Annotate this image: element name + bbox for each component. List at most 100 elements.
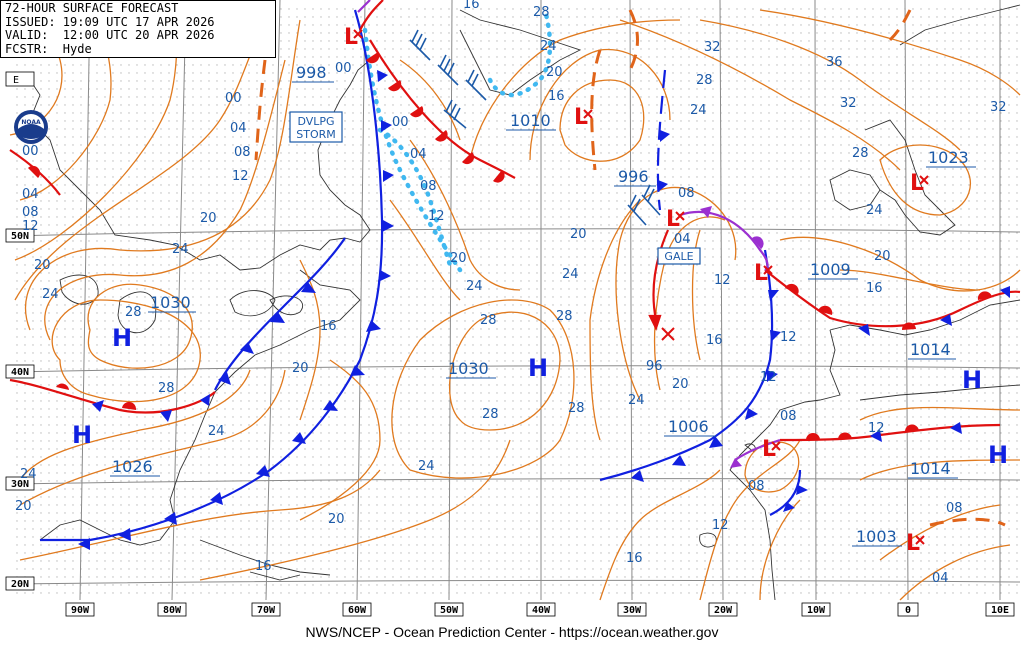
isobar-label: 08 [678, 186, 695, 201]
isobar-label: 28 [852, 146, 869, 161]
lat-label-40n: 40N [11, 367, 29, 378]
pressure-value: 1023 [928, 148, 969, 167]
pressure-value: 996 [618, 167, 649, 186]
isobar-label: 20 [328, 512, 345, 527]
forecast-header: 72-HOUR SURFACE FORECAST ISSUED: 19:09 U… [0, 0, 276, 58]
map-canvas: 90W 80W 70W 60W 50W 40W 30W 20W 10W 0 10… [5, 0, 1021, 617]
isobar-label: 96 [646, 359, 663, 374]
isobar-label: 24 [418, 459, 435, 474]
low-symbol: L [666, 207, 685, 232]
isobar-label: 28 [158, 381, 175, 396]
isobar-label: 24 [562, 267, 579, 282]
isobar-label: 08 [420, 179, 437, 194]
isobar-label: 08 [234, 145, 251, 160]
isobar-label: 24 [208, 424, 225, 439]
pressure-value: 1009 [810, 260, 851, 279]
low-symbol: L [574, 105, 593, 130]
svg-text:L: L [344, 25, 358, 50]
isobar-label: 36 [826, 55, 843, 70]
isobar-label: 28 [556, 309, 573, 324]
pressure-value: 1010 [510, 111, 551, 130]
isobar-label: 16 [548, 89, 565, 104]
high-symbol: H [962, 366, 982, 394]
isobar-label: 20 [34, 258, 51, 273]
dotted-grid-fill [12, 8, 1018, 600]
isobar-label: 24 [690, 103, 707, 118]
isobar-label: 04 [410, 147, 427, 162]
isobar-label: 16 [320, 319, 337, 334]
isobar-label: 08 [946, 501, 963, 516]
lon-label-60w: 60W [348, 605, 367, 616]
isobar-label: 00 [392, 115, 409, 130]
low-symbol: L [906, 531, 925, 556]
isobar-label: 12 [780, 330, 797, 345]
isobar-label: 20 [570, 227, 587, 242]
lon-label-80w: 80W [163, 605, 182, 616]
storm-warning: DVLPG STORM [289, 111, 343, 143]
isobar-label: 16 [255, 559, 272, 574]
lon-label-10e: 10E [991, 605, 1009, 616]
lon-label-70w: 70W [257, 605, 276, 616]
pressure-values: 1030 1030 1014 998 1010 996 1009 1006 10… [110, 63, 976, 547]
isobar-label: 12 [714, 273, 731, 288]
pressure-value: 1030 [448, 359, 489, 378]
isobar-label: 16 [463, 0, 480, 12]
valid-time: VALID: 12:00 UTC 20 APR 2026 [5, 28, 215, 42]
isobar-label: 20 [672, 377, 689, 392]
isobar-label: 32 [840, 96, 857, 111]
longitude-labels: 90W 80W 70W 60W 50W 40W 30W 20W 10W 0 10… [65, 602, 1015, 617]
storm-warning-line1: DVLPG [297, 115, 334, 128]
high-symbol: H [528, 354, 548, 382]
svg-text:L: L [754, 261, 768, 286]
warm-fronts [9, 39, 1021, 442]
lon-label-30w: 30W [623, 605, 642, 616]
isobar-value-labels: 00 04 08 12 20 24 00 04 08 12 20 24 28 2… [15, 0, 1007, 586]
isobar-label: 12 [760, 370, 777, 385]
isobar-label: 24 [866, 203, 883, 218]
high-symbol: H [72, 421, 92, 449]
latitude-labels: 50N 40N 30N 20N [5, 228, 35, 591]
isobar-label: 20 [450, 251, 467, 266]
isobar-label: 24 [466, 279, 483, 294]
gale-warning: GALE [657, 247, 701, 265]
lat-label-20n: 20N [11, 579, 29, 590]
isobar-label: 20 [292, 361, 309, 376]
storm-tracks [359, 0, 675, 341]
ice-edge [362, 7, 553, 273]
svg-text:L: L [666, 207, 680, 232]
svg-text:L: L [762, 437, 776, 462]
pressure-value: 1006 [668, 417, 709, 436]
isobar-label: 00 [225, 91, 242, 106]
legend-e-box: E [5, 71, 35, 87]
low-symbol: L [754, 261, 773, 286]
pressure-value: 1003 [856, 527, 897, 546]
low-symbol: L [344, 25, 363, 50]
isobar-label: 12 [232, 169, 249, 184]
isobar-label: 20 [200, 211, 217, 226]
isobar-label: 28 [568, 401, 585, 416]
svg-text:L: L [574, 105, 588, 130]
storm-warning-line2: STORM [296, 128, 336, 141]
high-symbol: H [112, 324, 132, 352]
low-symbol: L [762, 437, 781, 462]
isobar-label: 04 [22, 187, 39, 202]
lon-label-90w: 90W [71, 605, 90, 616]
isobar-label: 12 [868, 421, 885, 436]
isobar-label: 16 [706, 333, 723, 348]
forecast-title: 72-HOUR SURFACE FORECAST [5, 1, 179, 15]
pressure-value: 1030 [150, 293, 191, 312]
lat-label-50n: 50N [11, 231, 29, 242]
lon-label-10w: 10W [807, 605, 826, 616]
source-credit: NWS/NCEP - Ocean Prediction Center - htt… [305, 624, 719, 640]
isobar-label: 04 [674, 232, 691, 247]
isobar-label: 16 [626, 551, 643, 566]
pressure-value: 1014 [910, 459, 951, 478]
isobar-label: 28 [482, 407, 499, 422]
lon-label-40w: 40W [532, 605, 551, 616]
isobar-label: 00 [335, 61, 352, 76]
low-symbol: L [910, 171, 929, 196]
isobar-label: 20 [874, 249, 891, 264]
isobar-label: 28 [480, 313, 497, 328]
troughs [254, 9, 1006, 527]
